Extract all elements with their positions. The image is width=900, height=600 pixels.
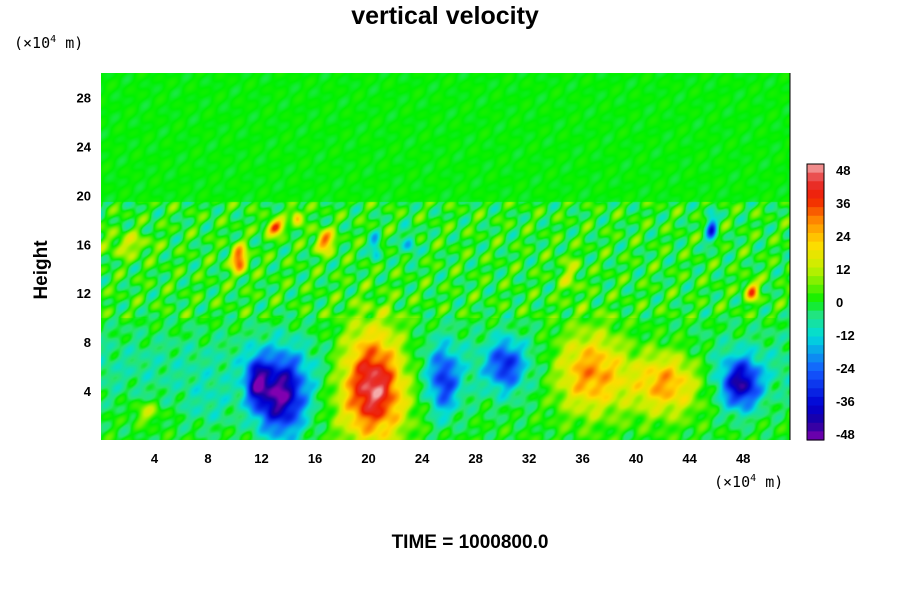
colorbar-band [807, 276, 824, 286]
x-tick-label: 28 [468, 451, 482, 466]
colorbar-band [807, 327, 824, 338]
plot-area [101, 73, 791, 440]
colorbar-band [807, 224, 824, 234]
colorbar-label: 24 [836, 229, 851, 244]
y-tick-label: 24 [77, 139, 92, 154]
colorbar-band [807, 396, 824, 407]
colorbar [806, 163, 825, 441]
colorbar-band [807, 293, 824, 303]
colorbar-band [807, 405, 824, 415]
heatmap-image [101, 73, 790, 440]
colorbar-band [807, 362, 824, 372]
colorbar-band [807, 198, 824, 208]
colorbar-band [807, 422, 824, 432]
colorbar-band [807, 431, 824, 441]
colorbar-frame [806, 163, 825, 441]
x-tick-label: 24 [415, 451, 430, 466]
y-unit-base: (×10 [14, 34, 51, 52]
time-footer: TIME = 1000800.0 [391, 532, 549, 553]
colorbar-band [807, 345, 824, 355]
y-tick-label: 12 [77, 286, 91, 301]
x-axis-ticks: 4 8 12 16 20 24 28 32 36 40 44 48 [151, 451, 751, 466]
y-tick-label: 16 [77, 237, 91, 252]
colorbar-labels: 48 36 24 12 0 -12 -24 -36 -48 [836, 163, 856, 442]
colorbar-label: -12 [836, 328, 855, 343]
x-tick-label: 32 [522, 451, 536, 466]
x-tick-label: 40 [629, 451, 643, 466]
x-unit-base: (×10 [714, 473, 751, 491]
x-tick-label: 16 [308, 451, 322, 466]
x-tick-label: 20 [361, 451, 375, 466]
colorbar-band [807, 164, 824, 174]
x-tick-label: 36 [575, 451, 589, 466]
colorbar-band [807, 284, 824, 294]
colorbar-label: -36 [836, 394, 855, 409]
colorbar-band [807, 302, 824, 312]
colorbar-band [807, 250, 824, 260]
y-tick-label: 28 [77, 90, 91, 105]
colorbar-band [807, 181, 824, 191]
x-tick-label: 48 [736, 451, 750, 466]
y-unit-symbol: m [65, 34, 75, 52]
y-axis-ticks: 4 8 12 16 20 24 28 [77, 90, 92, 399]
colorbar-band [807, 207, 824, 217]
colorbar-band [807, 241, 824, 251]
colorbar-band [807, 267, 824, 277]
y-tick-label: 4 [84, 384, 92, 399]
colorbar-label: -24 [836, 361, 856, 376]
colorbar-label: -48 [836, 427, 855, 442]
x-unit-exponent: 4 [750, 473, 757, 484]
colorbar-band [807, 233, 824, 243]
colorbar-band [807, 388, 824, 398]
colorbar-band [807, 172, 824, 182]
colorbar-band [807, 336, 824, 346]
colorbar-label: 12 [836, 262, 850, 277]
colorbar-label: 36 [836, 196, 850, 211]
y-tick-label: 8 [84, 335, 91, 350]
colorbar-band [807, 371, 824, 381]
colorbar-band [807, 310, 824, 320]
colorbar-band [807, 215, 824, 225]
y-tick-label: 20 [77, 188, 91, 203]
x-tick-label: 8 [204, 451, 211, 466]
chart-title: vertical velocity [351, 2, 539, 30]
colorbar-label: 0 [836, 295, 843, 310]
colorbar-label: 48 [836, 163, 850, 178]
colorbar-band [807, 353, 824, 363]
x-tick-label: 4 [151, 451, 159, 466]
colorbar-band [807, 414, 824, 424]
x-unit-symbol: m [765, 473, 775, 491]
y-axis-unit: (×104 m) [14, 34, 84, 52]
colorbar-band [807, 319, 824, 329]
colorbar-band [807, 379, 824, 389]
y-unit-exponent: 4 [50, 34, 57, 45]
x-axis-unit: (×104 m) [714, 473, 784, 491]
y-axis-label: Height [31, 240, 52, 300]
colorbar-band [807, 189, 824, 200]
colorbar-band [807, 258, 824, 269]
x-tick-label: 12 [254, 451, 268, 466]
x-tick-label: 44 [682, 451, 697, 466]
